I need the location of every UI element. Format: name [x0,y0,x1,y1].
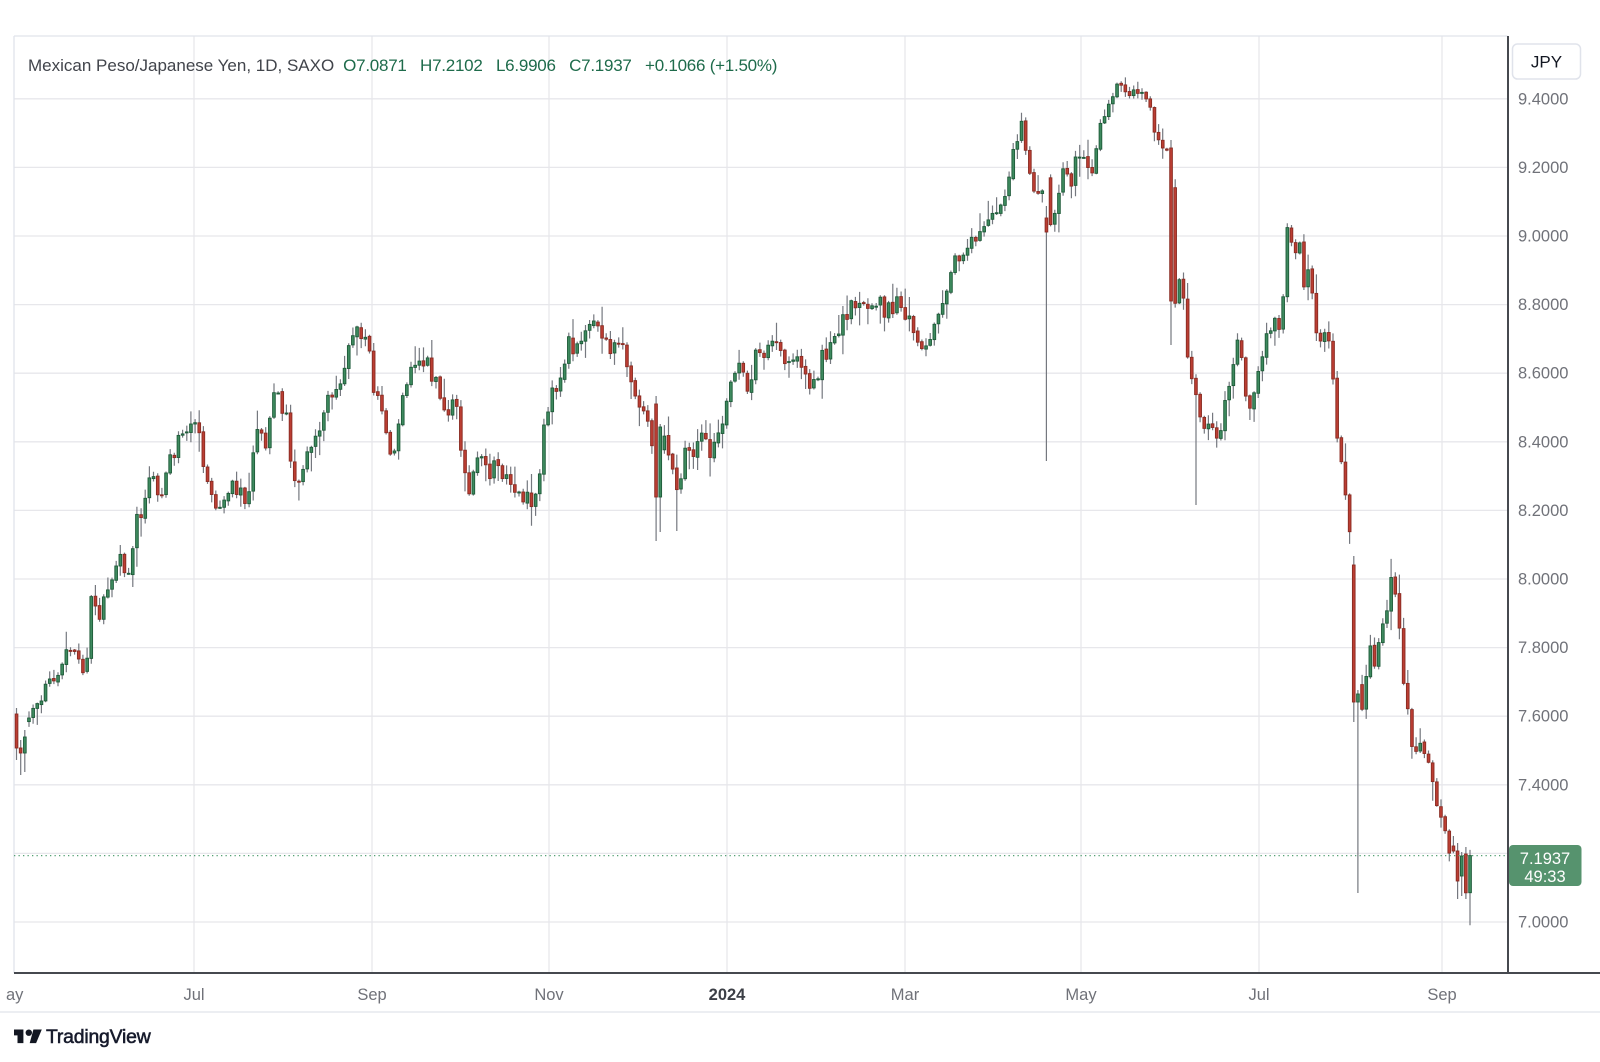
svg-text:49:33: 49:33 [1524,868,1565,886]
svg-text:7.6000: 7.6000 [1518,708,1568,726]
svg-text:9.2000: 9.2000 [1518,159,1568,177]
svg-text:8.6000: 8.6000 [1518,365,1568,383]
svg-text:ay: ay [6,986,24,1004]
svg-text:2024: 2024 [709,986,747,1004]
svg-text:8.2000: 8.2000 [1518,502,1568,520]
svg-text:8.4000: 8.4000 [1518,433,1568,451]
svg-text:Mexican Peso/Japanese Yen, 1D,: Mexican Peso/Japanese Yen, 1D, SAXO O7.0… [28,56,777,75]
svg-text:Mar: Mar [891,986,920,1004]
svg-text:Jul: Jul [1248,986,1269,1004]
svg-text:JPY: JPY [1531,53,1562,72]
svg-text:7.4000: 7.4000 [1518,776,1568,794]
svg-text:Sep: Sep [1427,986,1456,1004]
svg-text:TradingView: TradingView [46,1026,152,1048]
svg-text:May: May [1065,986,1097,1004]
svg-text:7.1937: 7.1937 [1520,850,1570,868]
svg-text:7.8000: 7.8000 [1518,639,1568,657]
svg-text:9.0000: 9.0000 [1518,228,1568,246]
svg-text:8.8000: 8.8000 [1518,296,1568,314]
svg-text:8.0000: 8.0000 [1518,571,1568,589]
svg-text:9.4000: 9.4000 [1518,90,1568,108]
svg-text:Sep: Sep [357,986,386,1004]
svg-text:Nov: Nov [534,986,564,1004]
svg-text:7.0000: 7.0000 [1518,914,1568,932]
svg-text:Jul: Jul [183,986,204,1004]
